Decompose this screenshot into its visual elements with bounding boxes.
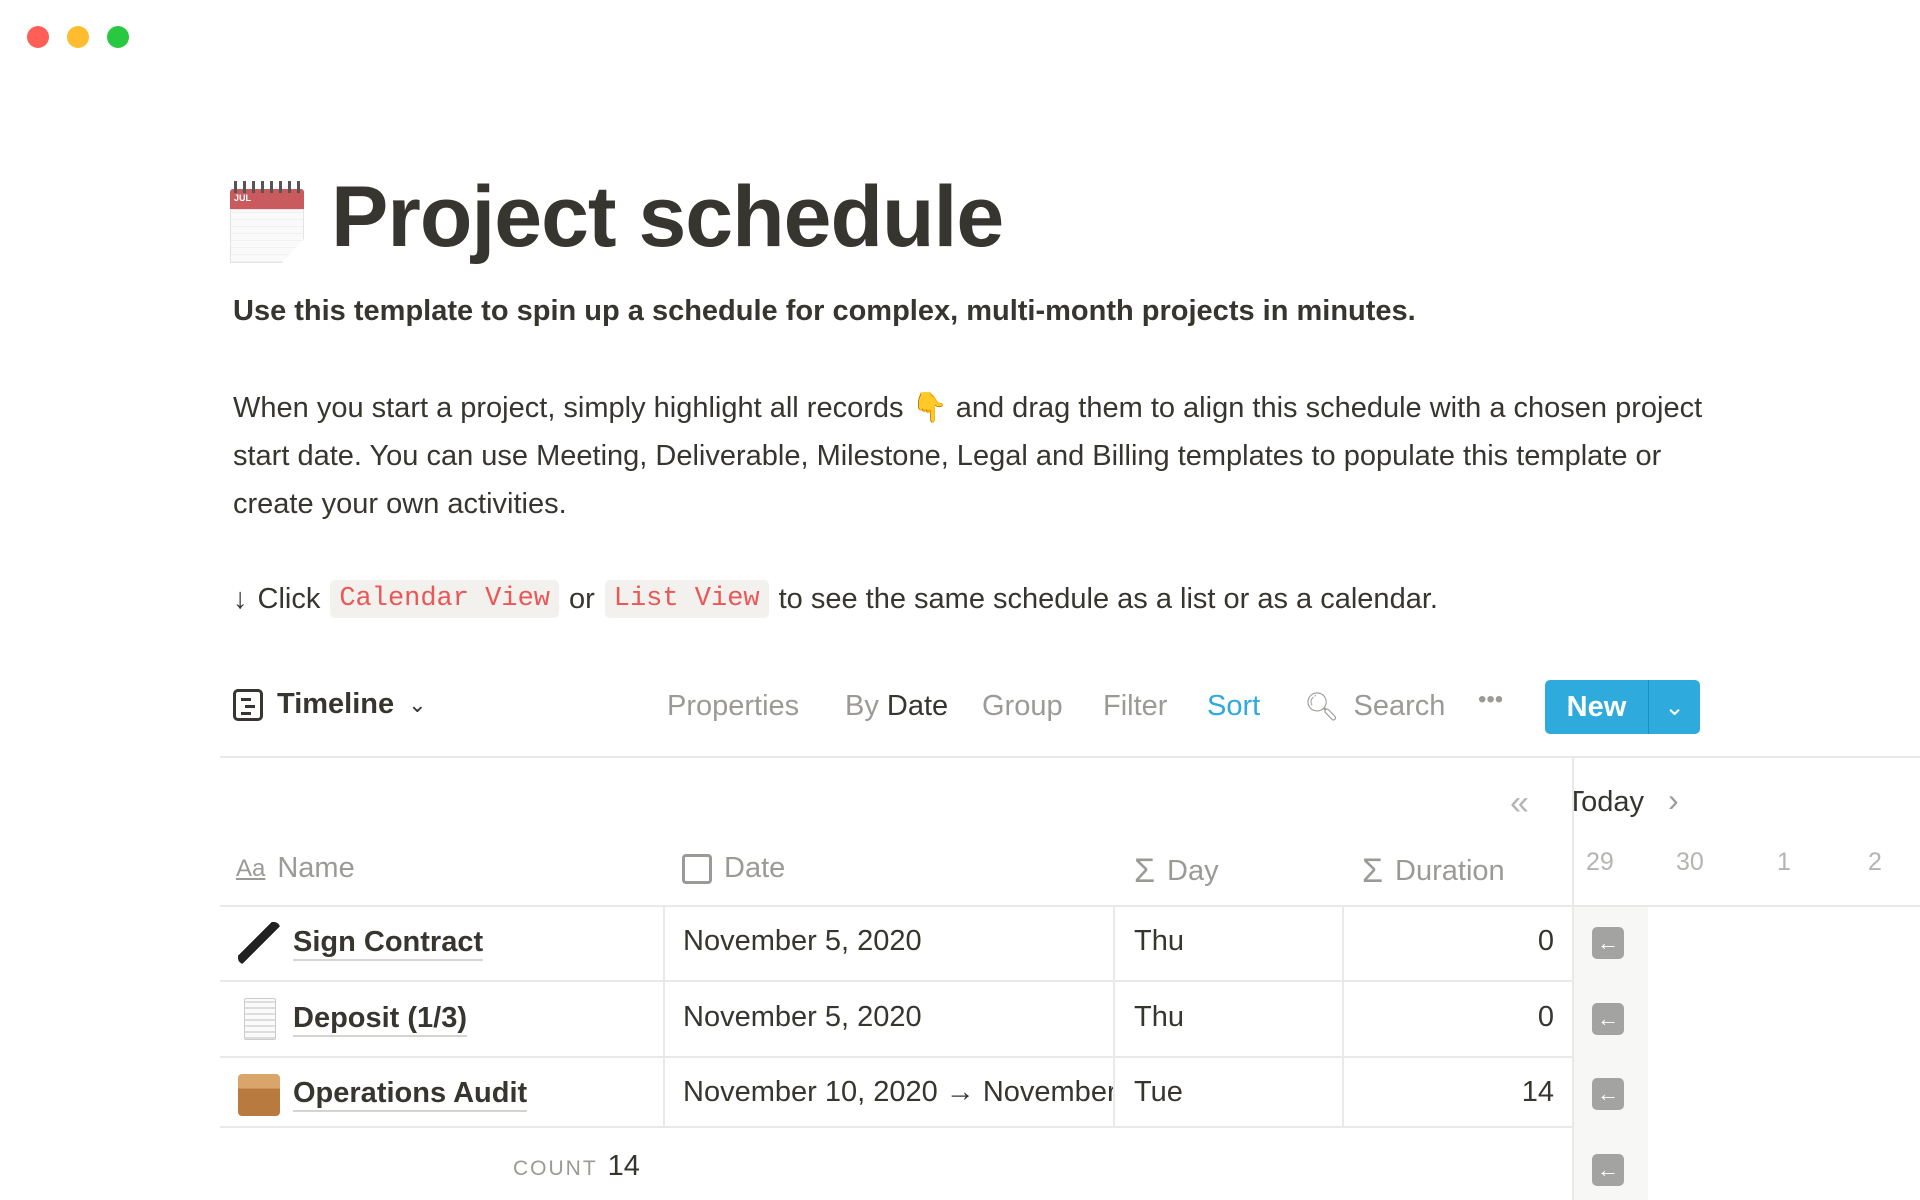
description-text: and drag them to align this schedule wit… [233,392,1703,520]
window-maximize-button[interactable] [107,26,129,48]
group-button[interactable]: Group [982,690,1063,722]
sigma-icon: Σ [1362,852,1384,890]
package-emoji [238,1074,280,1116]
row-day: Thu [1134,1001,1184,1033]
column-label: Duration [1395,855,1505,887]
search-button[interactable]: 🔍︎ Search [1304,690,1445,723]
arrow-down-icon: ↓ [233,582,248,615]
timeline-day: 30 [1676,848,1704,876]
row-name[interactable]: Sign Contract [293,925,484,961]
row-day: Tue [1134,1076,1183,1108]
click-text: Click [257,582,321,615]
pen-emoji [238,922,280,964]
column-header-name[interactable]: Aa Name [236,852,355,885]
arrow-left-icon[interactable]: ← [1592,1154,1624,1186]
col-divider [1342,906,1344,1127]
click-rest-text: to see the same schedule as a list or as… [778,582,1438,615]
row-duration: 0 [1537,1001,1554,1033]
row-duration: 14 [1521,1076,1554,1108]
today-label: Today [1574,786,1644,818]
column-header-duration[interactable]: Σ Duration [1362,852,1505,891]
column-label: Day [1167,855,1219,887]
column-header-day[interactable]: Σ Day [1134,852,1219,891]
view-switcher[interactable]: Timeline ⌄ [233,688,427,721]
window-close-button[interactable] [27,26,49,48]
sigma-icon: Σ [1134,852,1156,890]
timeline-divider [1572,757,1574,1200]
sort-button[interactable]: Sort [1207,690,1261,722]
timeline-day: 29 [1586,848,1614,876]
by-label: By [845,690,879,722]
count-label: COUNT [513,1157,598,1180]
col-divider [663,906,665,1127]
scroll-forward-icon[interactable]: › [1668,782,1679,818]
today-button[interactable]: Today [1574,786,1644,819]
arrow-left-icon[interactable]: ← [1592,927,1624,959]
group-by-button[interactable]: By Date [845,690,948,723]
text-icon: Aa [236,854,266,882]
column-label: Date [724,852,786,884]
row-divider [220,1056,1573,1058]
column-label: Name [277,852,355,884]
timeline-icon [233,688,263,721]
view-name: Timeline [277,688,395,720]
filter-button[interactable]: Filter [1103,690,1168,722]
chevron-down-icon: ⌄ [408,691,427,717]
properties-button[interactable]: Properties [667,690,800,722]
scroll-back-icon[interactable]: « [1510,784,1529,822]
search-icon: 🔍︎ [1304,691,1340,722]
row-date: November 10, 2020 → November 24, 2020 [683,1076,1113,1108]
timeline-day: 1 [1777,848,1791,876]
new-dropdown-chevron-icon[interactable]: ⌄ [1648,680,1700,734]
new-button-group: New ⌄ [1545,680,1700,734]
row-name[interactable]: Operations Audit [293,1076,528,1112]
row-divider [220,1126,1573,1128]
row-day: Thu [1134,925,1184,957]
by-value: Date [886,690,949,722]
page-title: Project schedule [331,169,1004,265]
arrow-left-icon[interactable]: ← [1592,1078,1624,1110]
calendar-view-code: Calendar View [330,580,559,618]
count-value: 14 [607,1150,640,1182]
window-minimize-button[interactable] [67,26,89,48]
header-divider [220,905,1920,907]
new-button[interactable]: New [1566,690,1627,723]
or-text: or [568,582,595,615]
database-toolbar: Timeline ⌄ Properties By Date Group Filt… [220,680,1700,734]
calendar-icon [682,853,712,884]
page-description: When you start a project, simply highlig… [233,384,1733,528]
more-options-button[interactable]: ••• [1478,686,1504,713]
receipt-emoji [244,998,276,1040]
row-duration: 0 [1537,925,1554,957]
calendar-month: JUL [234,193,252,203]
instruction-line: ↓ Click Calendar View or List View to se… [233,580,1438,618]
column-header-date[interactable]: Date [682,852,785,885]
list-view-code: List View [604,580,769,618]
calendar-icon[interactable]: JUL [230,181,304,263]
row-date: November 5, 2020 [683,925,922,957]
arrow-left-icon[interactable]: ← [1592,1003,1624,1035]
col-divider [1113,906,1115,1127]
page-subtitle: Use this template to spin up a schedule … [233,295,1416,327]
timeline-day: 2 [1868,848,1882,876]
row-divider [220,980,1573,982]
description-text: When you start a project, simply highlig… [233,392,904,424]
toolbar-divider [220,756,1920,758]
search-label: Search [1353,690,1446,722]
row-name[interactable]: Deposit (1/3) [293,1001,468,1037]
row-date: November 5, 2020 [683,1001,922,1033]
count-summary[interactable]: COUNT 14 [513,1150,640,1183]
pointing-down-emoji: 👇 [911,392,948,424]
